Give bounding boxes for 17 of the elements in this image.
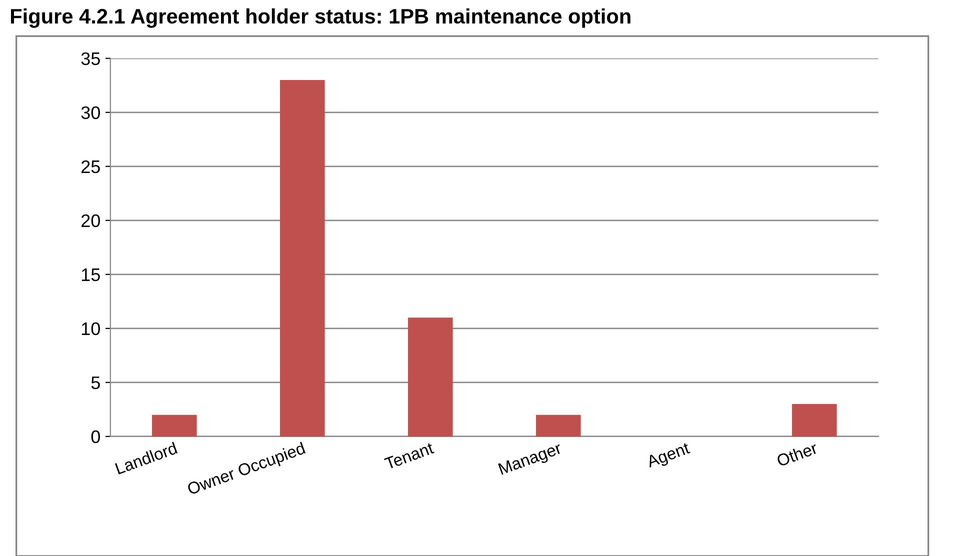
chart-title: Figure 4.2.1 Agreement holder status: 1PB maintenance option [10, 8, 630, 28]
y-tick-label: 30 [81, 106, 100, 120]
y-tick-label: 20 [82, 214, 100, 228]
bar [152, 414, 197, 436]
y-tick-label: 5 [91, 376, 100, 390]
y-tick-label: 25 [82, 160, 100, 174]
y-tick-label: 10 [82, 322, 100, 336]
bar [408, 318, 453, 436]
bar [280, 80, 325, 436]
x-tick-label: Tenant [384, 442, 434, 470]
bar [792, 404, 837, 436]
bar [536, 414, 581, 436]
y-tick-label: 35 [81, 52, 100, 66]
x-tick-label: Other [776, 441, 818, 467]
x-tick-label: Agent [646, 442, 692, 471]
y-tick-label: 15 [82, 268, 100, 282]
y-tick-label: 0 [91, 430, 100, 444]
